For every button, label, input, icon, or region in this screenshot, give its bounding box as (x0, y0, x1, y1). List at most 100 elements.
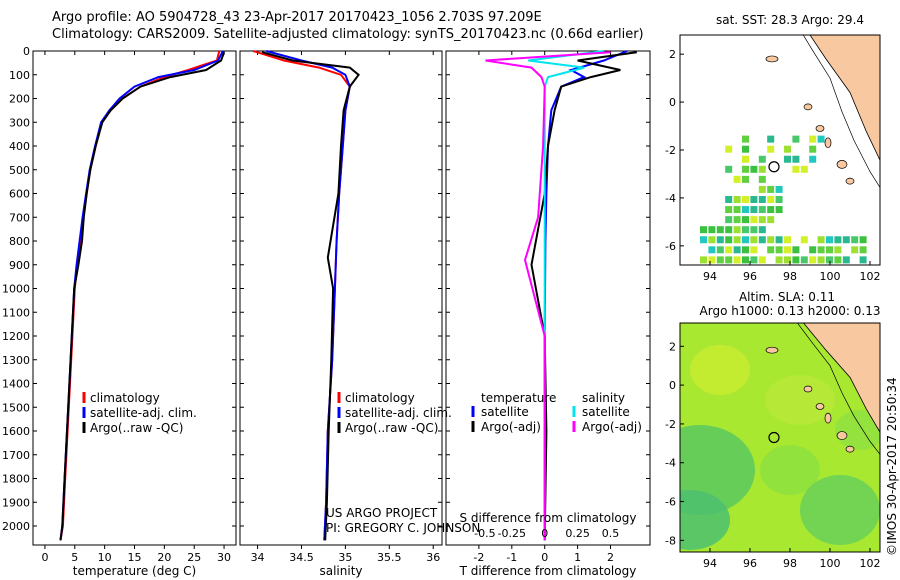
sst-pixel (758, 216, 766, 224)
sst-pixel (725, 266, 732, 273)
island (824, 412, 832, 424)
legend-entry: satellite (582, 405, 630, 419)
legend-entry: Argo(-adj) (481, 420, 541, 434)
island (803, 103, 813, 111)
sst-pixel (716, 246, 724, 254)
legend-entry: Argo(..raw -QC) (345, 421, 438, 435)
sst-pixel (775, 185, 783, 193)
sst-pixel (733, 196, 741, 203)
sst-pixel (734, 266, 741, 273)
difference-top-tick-label: -0.5 (474, 527, 495, 540)
temperature-xtick-label: 25 (187, 551, 201, 564)
map-ytick-label: 0 (669, 379, 676, 392)
sst-pixel (708, 236, 716, 244)
sst-pixel (826, 256, 833, 264)
map-xtick-label: 96 (743, 270, 757, 283)
sst-pixel (742, 135, 749, 143)
sst-pixel (775, 196, 783, 203)
sst-pixel (700, 236, 707, 244)
island (765, 346, 779, 354)
sst-pixel (725, 206, 733, 214)
depth-tick-label: 1300 (2, 354, 30, 367)
sst-pixel (725, 236, 733, 244)
sst-pixel (742, 216, 749, 224)
sst-pixel (742, 206, 749, 214)
pi-annotation: PI: GREGORY C. JOHNSON (326, 521, 480, 535)
sst-pixel (750, 236, 758, 244)
sst-pixel (725, 196, 733, 203)
sst-pixel (717, 266, 724, 273)
sla-map-frame (679, 322, 881, 553)
sla-anomaly-patch (690, 345, 750, 395)
temperature-xtick-label: 30 (217, 551, 231, 564)
sst-pixel (750, 196, 758, 203)
sst-pixel (792, 246, 800, 254)
sst-pixel (733, 216, 741, 224)
sst-pixel (742, 226, 749, 234)
sst-pixel (716, 236, 724, 244)
sst-pixel (733, 246, 741, 254)
difference-xtick-label: 1 (574, 551, 581, 564)
sla-map-map (679, 322, 881, 553)
temperature-xtick-label: 20 (157, 551, 171, 564)
depth-tick-label: 600 (9, 188, 30, 201)
island (765, 55, 779, 63)
legend-entry: satellite-adj. clim. (345, 406, 452, 420)
sst-pixel (784, 145, 791, 153)
depth-tick-label: 500 (9, 164, 30, 177)
sst-pixel (733, 206, 741, 214)
difference-plot-frame (445, 50, 651, 546)
project-annotation: US ARGO PROJECT (326, 506, 438, 520)
sst-pixel (826, 246, 833, 254)
sst-pixel (809, 256, 817, 264)
salinity-series-line-2 (261, 51, 360, 541)
land-sumatra (809, 35, 880, 162)
land-sumatra (803, 323, 880, 433)
sst-pixel (792, 135, 800, 143)
sst-pixel (758, 226, 766, 234)
sst-pixel (851, 236, 859, 244)
depth-tick-label: 1600 (2, 425, 30, 438)
map-ytick-label: -6 (665, 240, 676, 253)
argo-float-marker (768, 431, 780, 444)
depth-tick-label: 800 (9, 235, 30, 248)
depth-tick-label: 300 (9, 116, 30, 129)
sst-pixel (834, 256, 842, 264)
map-ytick-label: 0 (669, 96, 676, 109)
sst-pixel (700, 256, 707, 264)
sst-pixel (733, 175, 741, 183)
depth-tick-label: 700 (9, 211, 30, 224)
sst-pixel (817, 256, 825, 264)
sst-pixel (742, 236, 749, 244)
legend-entry: climatology (345, 391, 415, 405)
difference-xtick-label: -1 (506, 551, 517, 564)
sst-pixel (750, 206, 758, 214)
sst-pixel (801, 266, 808, 273)
title-line1: Argo profile: AO 5904728_43 23-Apr-2017 … (52, 10, 542, 25)
sst-pixel (742, 165, 749, 173)
depth-tick-label: 1900 (2, 496, 30, 509)
depth-tick-label: 100 (9, 69, 30, 82)
sst-pixel (725, 216, 733, 224)
temperature-xtick-label: 10 (98, 551, 112, 564)
sst-pixel (800, 256, 808, 264)
difference-top-xlabel: S difference from climatology (460, 511, 637, 525)
sst-pixel (784, 256, 791, 264)
sst-pixel (817, 236, 825, 244)
difference-xtick-label: 2 (607, 551, 614, 564)
sst-pixel (851, 246, 859, 254)
sst-pixel (758, 165, 766, 173)
sst-pixel (767, 145, 775, 153)
island (836, 160, 848, 169)
map-xtick-label: 96 (743, 557, 757, 570)
difference-series-line-3 (485, 51, 611, 541)
legend-entry: satellite (481, 405, 529, 419)
map-xtick-label: 100 (820, 557, 841, 570)
sst-pixel (767, 135, 775, 143)
salinity-xtick-label: 35.5 (377, 551, 402, 564)
sst-pixel (809, 266, 816, 273)
map-ytick-label: 2 (669, 340, 676, 353)
sst-pixel (758, 175, 766, 183)
sst-pixel (809, 246, 817, 254)
depth-tick-label: 0 (23, 45, 30, 58)
